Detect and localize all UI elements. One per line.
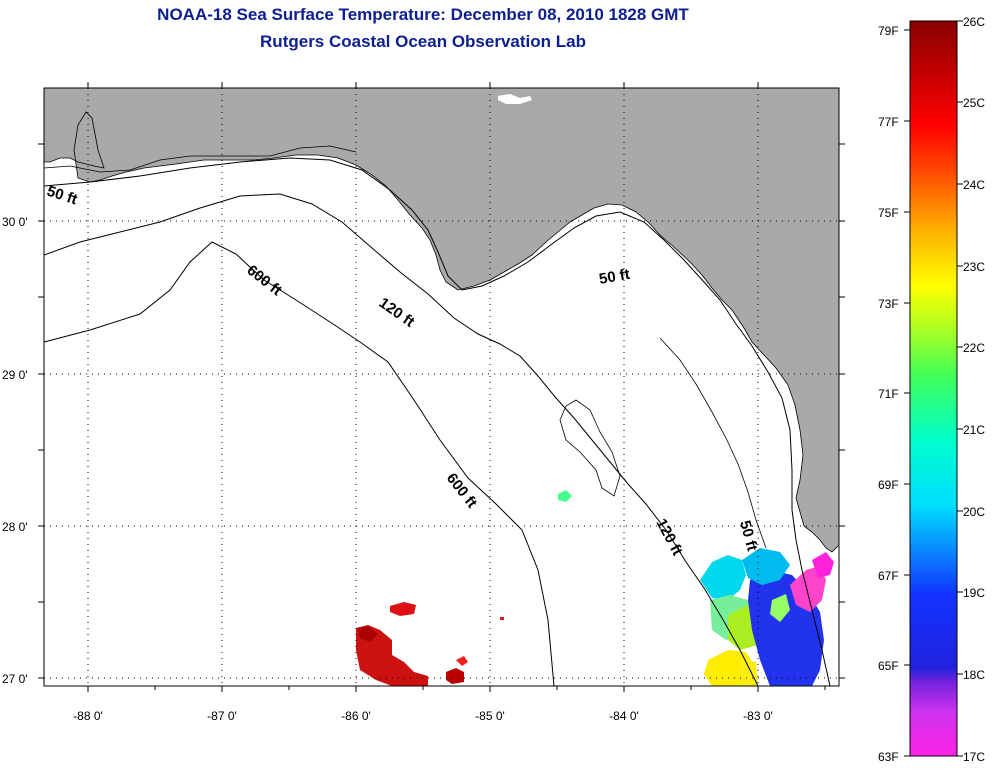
lon-label: -87 0' xyxy=(207,709,237,723)
inland-lake xyxy=(498,94,532,104)
colorbar-c-label: 20C xyxy=(963,505,985,519)
contour-600ft xyxy=(44,241,555,686)
lat-label: 30 0' xyxy=(2,215,28,229)
colorbar-f-label: 79F xyxy=(878,24,899,38)
colorbar-f-label: 71F xyxy=(878,387,899,401)
lon-label: -88 0' xyxy=(73,709,103,723)
lon-label: -84 0' xyxy=(609,709,639,723)
colorbar-f-label: 75F xyxy=(878,206,899,220)
colorbar-c-label: 21C xyxy=(963,423,985,437)
graticule xyxy=(44,88,839,686)
contour-120ft xyxy=(44,193,759,686)
axis-ticks xyxy=(38,82,845,692)
colorbar-c-label: 17C xyxy=(963,750,985,764)
sst-data-patches xyxy=(356,490,834,686)
map-subtitle: Rutgers Coastal Ocean Observation Lab xyxy=(260,32,586,51)
colorbar-f-label: 77F xyxy=(878,115,899,129)
lat-label: 27 0' xyxy=(2,672,28,686)
colorbar-f-label: 63F xyxy=(878,750,899,764)
lat-label: 28 0' xyxy=(2,520,28,534)
lat-label: 29 0' xyxy=(2,368,28,382)
colorbar-f-label: 67F xyxy=(878,569,899,583)
land-mass xyxy=(44,88,839,553)
colorbar-f-label: 73F xyxy=(878,297,899,311)
colorbar-c-label: 18C xyxy=(963,668,985,682)
contour-50ft xyxy=(44,157,831,686)
colorbar-c-label: 23C xyxy=(963,260,985,274)
coastline-detail xyxy=(44,145,357,173)
colorbar-c-label: 26C xyxy=(963,15,985,29)
colorbar-c-label: 25C xyxy=(963,96,985,110)
contour-label: 50 ft xyxy=(598,266,631,288)
lon-label: -83 0' xyxy=(743,709,773,723)
colorbar-f-label: 69F xyxy=(878,478,899,492)
colorbar-f-label: 65F xyxy=(878,659,899,673)
colorbar-c-label: 24C xyxy=(963,178,985,192)
lon-label: -86 0' xyxy=(341,709,371,723)
colorbar-c-label: 19C xyxy=(963,586,985,600)
colorbar: 79F 77F 75F 73F 71F 69F 67F 65F 63F 26C … xyxy=(878,15,985,764)
map-title: NOAA-18 Sea Surface Temperature: Decembe… xyxy=(157,5,689,24)
colorbar-c-label: 22C xyxy=(963,341,985,355)
lon-label: -85 0' xyxy=(475,709,505,723)
